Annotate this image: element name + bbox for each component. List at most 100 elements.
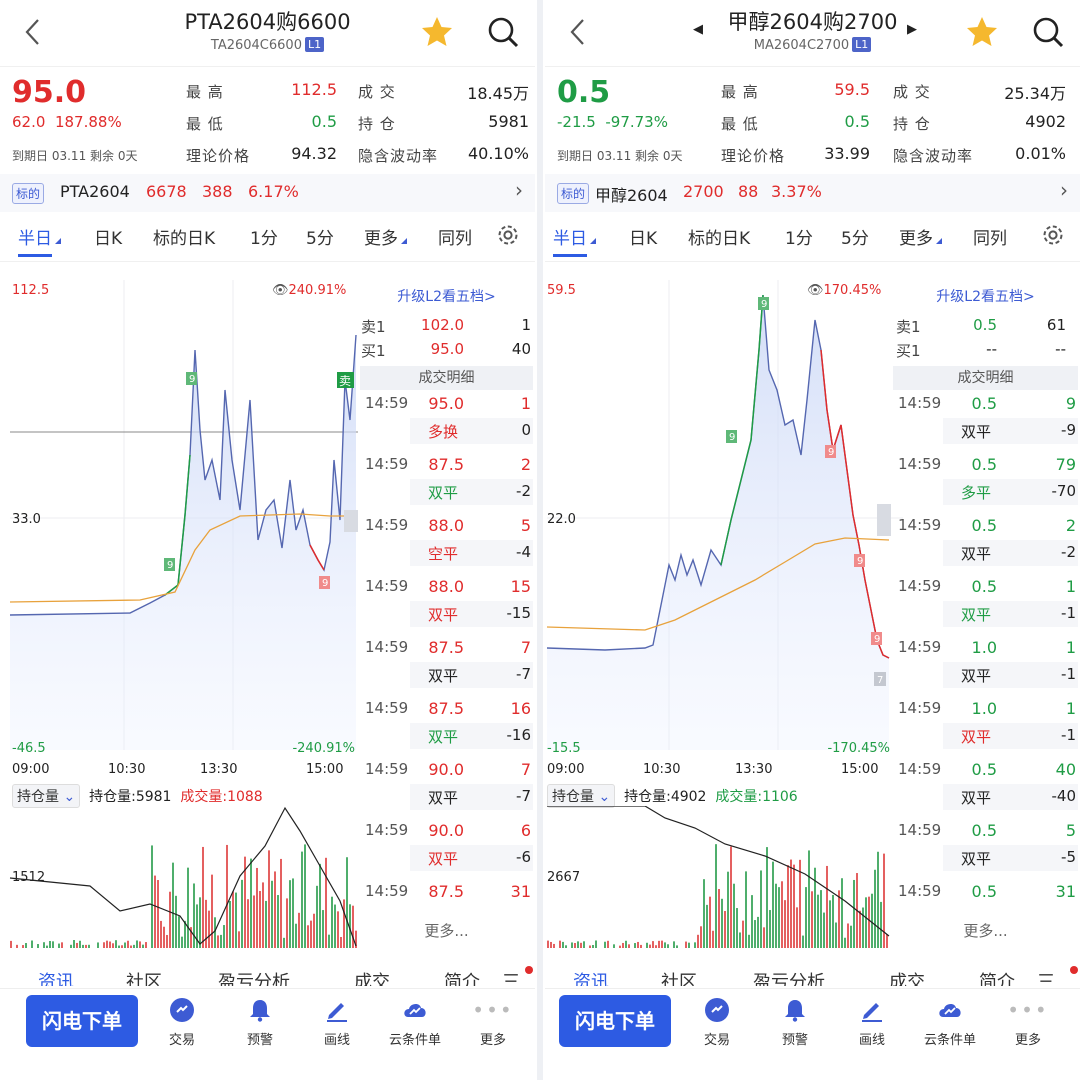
trade-button[interactable]: 交易 (147, 997, 217, 1048)
tab-community[interactable]: 社区 (126, 972, 162, 986)
tab-news[interactable]: 资讯 (38, 972, 74, 986)
trade-time: 14:59 (365, 455, 409, 473)
tab-intro[interactable]: 简介 (444, 972, 480, 986)
trade-button[interactable]: 交易 (682, 997, 752, 1048)
tab-more[interactable]: 更多 (899, 224, 942, 249)
tab-1min[interactable]: 1分 (785, 229, 813, 249)
upgrade-l2-link[interactable]: 升级L2看五档> (936, 289, 1035, 305)
trade-time: 14:59 (898, 516, 942, 534)
volume-bar (256, 867, 258, 948)
volume-bar (862, 907, 864, 948)
more-button[interactable]: ••• 更多 (993, 997, 1063, 1048)
upgrade-l2-link[interactable]: 升级L2看五档> (397, 289, 496, 305)
back-icon[interactable] (20, 14, 46, 50)
tab-daily-k[interactable]: 日K (629, 229, 658, 249)
tab-underlying-daily-k[interactable]: 标的日K (153, 229, 216, 249)
tab-menu[interactable]: 三 (502, 972, 520, 986)
favorite-star-icon[interactable] (964, 14, 1000, 50)
volume-bar (757, 916, 759, 948)
trade-time: 14:59 (365, 577, 409, 595)
tab-same-list[interactable]: 同列 (973, 229, 1007, 249)
cloud-order-button[interactable]: 云条件单 (380, 997, 450, 1048)
trade-oi-change: 0 (521, 421, 531, 439)
tab-community[interactable]: 社区 (661, 972, 697, 986)
ask-label: 卖1 (361, 318, 386, 336)
volume-bar (754, 920, 756, 948)
more-button[interactable]: ••• 更多 (458, 997, 528, 1048)
volume-bar (178, 916, 180, 948)
trade-oi-change: -15 (506, 604, 532, 622)
flash-order-button[interactable]: 闪电下单 (26, 995, 138, 1047)
chevron-right-icon[interactable]: › (1060, 178, 1068, 202)
intraday-chart[interactable]: 9 9 9 9 9 7 (545, 280, 903, 780)
alert-button[interactable]: 预警 (760, 997, 830, 1048)
volume-header: 持仓量 ⌄ 持仓量:5981 成交量:1088 (12, 784, 263, 808)
remain-label: 剩余 (90, 149, 115, 163)
favorite-star-icon[interactable] (419, 14, 455, 50)
trade-type-row: 双平 -40 (943, 784, 1078, 810)
draw-line-button[interactable]: 画线 (837, 997, 907, 1048)
tab-label: 半日 (553, 229, 587, 249)
tab-5min[interactable]: 5分 (306, 229, 334, 249)
tab-more[interactable]: 更多 (364, 224, 407, 249)
trade-type: 多平 (961, 484, 992, 502)
underlying-row[interactable]: 标的 甲醇2604 2700 88 3.37% › (545, 174, 1080, 212)
eye-percent[interactable]: 👁170.45% (807, 283, 881, 298)
prev-contract-icon[interactable]: ◀ (693, 22, 703, 37)
gear-icon[interactable] (1040, 222, 1066, 248)
tab-pnl-analysis[interactable]: 盈亏分析 (753, 972, 825, 986)
trade-type: 双平 (428, 484, 459, 502)
expand-handle[interactable] (877, 504, 891, 536)
expand-handle[interactable] (344, 510, 358, 532)
eye-percent[interactable]: 👁240.91% (272, 283, 346, 298)
tab-5min[interactable]: 5分 (841, 229, 869, 249)
indicator-selector[interactable]: 持仓量 ⌄ (12, 784, 81, 808)
bottom-info-tabs: 资讯 社区 盈亏分析 成交 简介 三 (545, 962, 1080, 986)
underlying-row[interactable]: 标的 PTA2604 6678 388 6.17% › (0, 174, 535, 212)
intraday-chart[interactable]: 9 9 9 卖 (0, 280, 358, 780)
header: PTA2604购6600 TA2604C6600 L1 (0, 0, 535, 66)
volume-bar (112, 943, 114, 948)
volume-bar (805, 887, 807, 948)
volume-bar (199, 897, 201, 948)
tab-menu[interactable]: 三 (1037, 972, 1055, 986)
volume-bar (685, 941, 687, 948)
trade-type-row: 双平 -2 (943, 540, 1078, 566)
draw-line-button[interactable]: 画线 (302, 997, 372, 1048)
volume-bar (157, 880, 159, 948)
cloud-order-button[interactable]: 云条件单 (915, 997, 985, 1048)
tab-news[interactable]: 资讯 (573, 972, 609, 986)
more-trades-link[interactable]: 更多... (424, 922, 469, 940)
indicator-selector[interactable]: 持仓量 ⌄ (547, 784, 616, 808)
search-icon[interactable] (1030, 14, 1066, 50)
tab-same-list[interactable]: 同列 (438, 229, 472, 249)
right-quote-panel: ◀ 甲醇2604购2700 MA2604C2700 L1 ▶ 0.5 -21.5 … (545, 0, 1080, 1080)
tab-underlying-daily-k[interactable]: 标的日K (688, 229, 751, 249)
flash-order-button[interactable]: 闪电下单 (559, 995, 671, 1047)
back-icon[interactable] (565, 14, 591, 50)
volume-bar (265, 900, 267, 948)
tab-pnl-analysis[interactable]: 盈亏分析 (218, 972, 290, 986)
volume-bar (268, 850, 270, 948)
volume-bar (307, 925, 309, 948)
tab-trades[interactable]: 成交 (889, 972, 925, 986)
time-tick: 13:30 (200, 762, 238, 777)
bid-price: -- (986, 340, 997, 358)
more-dots-icon: ••• (1007, 998, 1049, 1022)
volume-bar (760, 870, 762, 948)
tab-intro[interactable]: 简介 (979, 972, 1015, 986)
tab-1min[interactable]: 1分 (250, 229, 278, 249)
tab-daily-k[interactable]: 日K (94, 229, 123, 249)
volume-bar (553, 943, 555, 948)
tab-half-day[interactable]: 半日 (553, 224, 596, 249)
volume-bar (739, 932, 741, 948)
search-icon[interactable] (485, 14, 521, 50)
chevron-right-icon[interactable]: › (515, 178, 523, 202)
gear-icon[interactable] (495, 222, 521, 248)
more-trades-link[interactable]: 更多... (963, 922, 1008, 940)
alert-button[interactable]: 预警 (225, 997, 295, 1048)
next-contract-icon[interactable]: ▶ (907, 22, 917, 37)
tab-trades[interactable]: 成交 (354, 972, 390, 986)
tab-half-day[interactable]: 半日 (18, 224, 61, 249)
trade-row: 14:59 90.0 7 双平 -7 (358, 758, 535, 818)
